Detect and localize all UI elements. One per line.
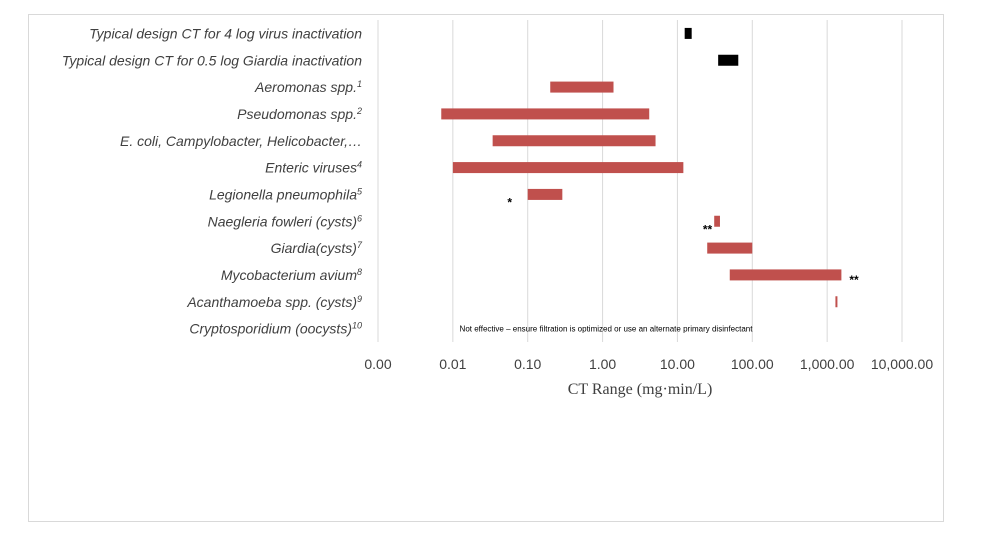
- category-label: Typical design CT for 4 log virus inacti…: [89, 25, 362, 41]
- significance-marker: *: [507, 195, 512, 209]
- category-label: Pseudomonas spp.2: [237, 106, 362, 122]
- x-axis-label: CT Range (mg·min/L): [568, 381, 713, 398]
- range-bar: [452, 162, 684, 174]
- category-label: Naegleria fowleri (cysts)6: [208, 213, 362, 229]
- range-bar: [729, 269, 842, 281]
- x-tick-label: 1,000.00: [800, 356, 855, 372]
- range-bar: [718, 54, 739, 66]
- x-tick-label: 1.00: [589, 356, 616, 372]
- range-bar: [550, 81, 614, 93]
- category-label: Cryptosporidium (oocysts)10: [189, 321, 362, 337]
- range-bar: [835, 296, 838, 308]
- not-effective-note: Not effective – ensure filtration is opt…: [460, 325, 754, 334]
- x-tick-label: 0.01: [439, 356, 466, 372]
- range-bar: [714, 215, 720, 227]
- x-tick-label: 10.00: [660, 356, 695, 372]
- category-label: Aeromonas spp.1: [254, 79, 362, 95]
- category-label: Legionella pneumophila5: [209, 186, 363, 202]
- x-tick-label: 0.10: [514, 356, 541, 372]
- significance-marker: **: [703, 222, 713, 236]
- category-label: E. coli, Campylobacter, Helicobacter,…: [120, 133, 362, 149]
- category-label: Typical design CT for 0.5 log Giardia in…: [62, 52, 362, 68]
- range-bar: [684, 27, 692, 39]
- category-label: Acanthamoeba spp. (cysts)9: [186, 294, 362, 310]
- category-label: Mycobacterium avium8: [221, 267, 362, 283]
- chart-frame: [28, 14, 944, 522]
- x-tick-label: 0.00: [364, 356, 391, 372]
- x-tick-label: 100.00: [731, 356, 774, 372]
- range-bar: [492, 135, 656, 147]
- x-tick-label: 10,000.00: [871, 356, 933, 372]
- category-label: Enteric viruses4: [265, 160, 362, 176]
- category-label: Giardia(cysts)7: [271, 240, 363, 256]
- range-bar: [707, 242, 753, 254]
- range-bar: [441, 108, 650, 120]
- range-bar: [527, 188, 563, 200]
- significance-marker: **: [849, 273, 859, 287]
